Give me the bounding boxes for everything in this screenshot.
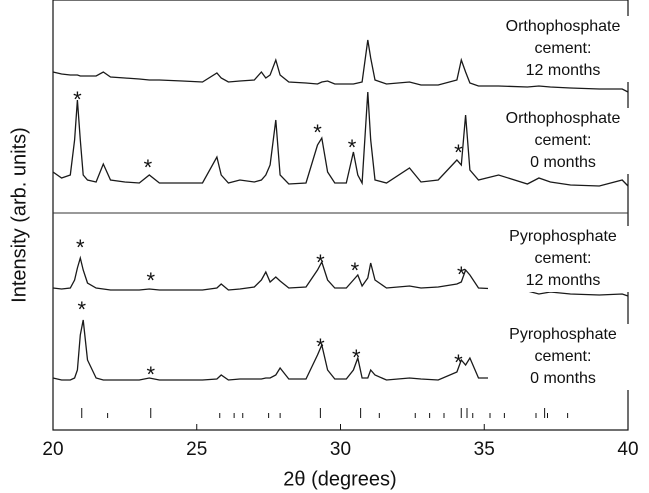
peak-asterisk: * bbox=[146, 362, 155, 387]
xrd-trace bbox=[52, 255, 629, 297]
peak-asterisk: * bbox=[457, 262, 466, 287]
x-tick-label: 25 bbox=[186, 439, 207, 460]
peak-asterisk: * bbox=[348, 135, 357, 160]
peak-asterisk: * bbox=[313, 120, 322, 145]
peak-asterisk: * bbox=[76, 235, 85, 260]
x-axis-label: 2θ (degrees) bbox=[283, 468, 396, 490]
xrd-trace bbox=[52, 91, 629, 187]
peak-asterisk: * bbox=[316, 334, 325, 359]
x-tick-label: 20 bbox=[42, 439, 63, 460]
x-tick-label: 35 bbox=[474, 439, 495, 460]
series-label: Pyrophosphate cement: 12 months bbox=[488, 226, 638, 292]
peak-asterisk: * bbox=[454, 140, 463, 165]
peak-asterisk: * bbox=[77, 297, 86, 322]
peak-asterisk: * bbox=[316, 250, 325, 275]
x-tick-label: 40 bbox=[617, 439, 638, 460]
series-label: Orthophosphate cement: 0 months bbox=[488, 108, 638, 174]
y-axis-label: Intensity (arb. units) bbox=[8, 127, 30, 303]
peak-asterisk: * bbox=[454, 350, 463, 375]
series-label: Orthophosphate cement: 12 months bbox=[488, 16, 638, 82]
peak-asterisk: * bbox=[146, 268, 155, 293]
peak-asterisk: * bbox=[73, 87, 82, 112]
peak-asterisk: * bbox=[351, 258, 360, 283]
series-label: Pyrophosphate cement: 0 months bbox=[488, 324, 638, 390]
peak-asterisk: * bbox=[352, 345, 361, 370]
peak-asterisk: * bbox=[144, 155, 153, 180]
x-tick-label: 30 bbox=[330, 439, 351, 460]
xrd-trace bbox=[52, 319, 628, 383]
xrd-trace bbox=[52, 39, 629, 93]
